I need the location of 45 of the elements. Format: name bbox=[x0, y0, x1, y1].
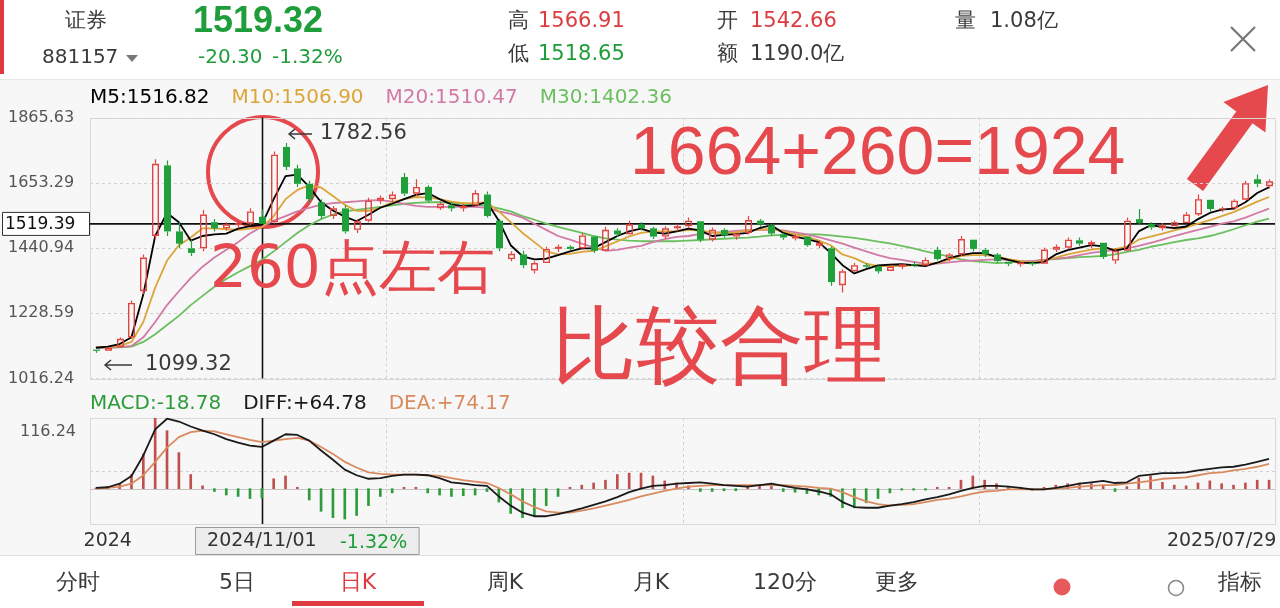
text: 1542.66 bbox=[750, 8, 837, 32]
x-tick-label: 2024/11/01 bbox=[207, 527, 317, 550]
text: -1.32% bbox=[272, 44, 343, 68]
text: M5:1516.82 bbox=[90, 84, 210, 108]
text: 1519.32 bbox=[193, 0, 324, 40]
text: 低 bbox=[508, 41, 529, 65]
y-tick-label: 1228.59 bbox=[8, 302, 75, 322]
annotation: 1782.56 bbox=[320, 120, 407, 144]
chart-title: 证券 bbox=[65, 8, 107, 32]
ref-line-label: 1519.39 bbox=[5, 213, 76, 234]
text: 1518.65 bbox=[538, 41, 625, 65]
text: DEA:+74.17 bbox=[388, 390, 511, 414]
text: M10:1506.90 bbox=[231, 84, 364, 108]
text: 分时 bbox=[56, 569, 100, 594]
series-label: MACD:-18.78 bbox=[90, 390, 222, 414]
text: 5日 bbox=[219, 569, 255, 594]
text: 1.08亿 bbox=[990, 8, 1058, 32]
text: 指标 bbox=[1218, 569, 1262, 594]
y-tick-label: 1865.63 bbox=[8, 106, 75, 126]
y-tick-label: 1016.24 bbox=[8, 367, 75, 387]
x-tick-label: 2025/07/29 bbox=[1166, 527, 1277, 550]
annotation: 1664+260=1924 bbox=[630, 112, 1126, 188]
text: 周K bbox=[486, 569, 524, 594]
chart-subtitle: 881157 bbox=[42, 44, 119, 68]
text: 120分 bbox=[753, 569, 817, 594]
text: 量 bbox=[955, 8, 976, 32]
y-tick-label: 1653.29 bbox=[8, 171, 75, 191]
text: 更多 bbox=[875, 569, 919, 594]
text: 1566.91 bbox=[538, 8, 625, 32]
annotation: 比较合理 bbox=[552, 296, 888, 394]
x-tick-label: 2024 bbox=[83, 527, 132, 550]
series-label: DIFF:+64.78 bbox=[243, 390, 367, 414]
text: 高 bbox=[508, 8, 529, 32]
text: 1190.0亿 bbox=[750, 41, 845, 65]
text: M20:1510.47 bbox=[385, 84, 518, 108]
text: 月K bbox=[632, 569, 670, 594]
text: -20.30 bbox=[198, 44, 263, 68]
text: 额 bbox=[717, 41, 738, 65]
text: M30:1402.36 bbox=[539, 84, 672, 108]
text: 开 bbox=[717, 8, 738, 32]
text: 116.24 bbox=[20, 421, 76, 440]
text: 日K bbox=[339, 569, 377, 594]
annotation: 1099.32 bbox=[145, 351, 232, 375]
y-tick-label: 1440.94 bbox=[8, 237, 75, 257]
text: -1.32% bbox=[340, 530, 408, 552]
